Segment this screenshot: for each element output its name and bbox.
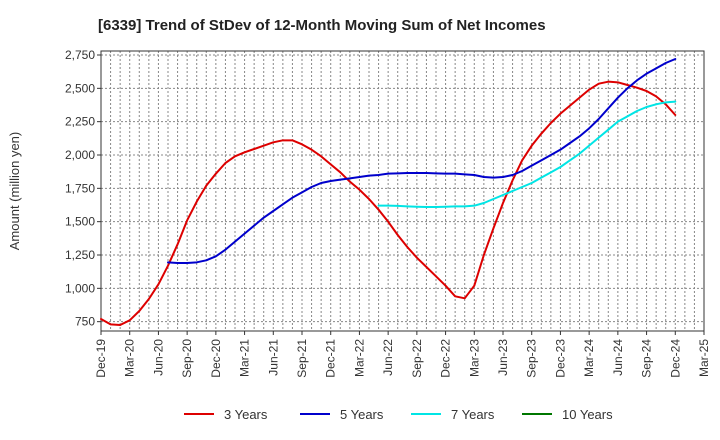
x-tick-label: Dec-24 bbox=[668, 339, 682, 378]
x-tick-label: Dec-21 bbox=[324, 339, 338, 378]
legend-label: 10 Years bbox=[562, 407, 613, 422]
x-tick-label: Jun-20 bbox=[151, 339, 165, 376]
y-tick-label: 750 bbox=[75, 315, 95, 329]
x-tick-label: Jun-23 bbox=[496, 339, 510, 376]
y-axis: 750 1,000 1,250 1,500 1,750 2,000 2,250 2,500 2,… bbox=[65, 48, 101, 329]
plot-area bbox=[101, 51, 704, 331]
x-tick-label: Mar-23 bbox=[467, 339, 481, 377]
x-tick-label: Jun-24 bbox=[611, 339, 625, 376]
x-tick-label: Jun-21 bbox=[266, 339, 280, 376]
y-tick-label: 2,750 bbox=[65, 48, 95, 62]
x-tick-label: Mar-22 bbox=[352, 339, 366, 377]
plot-frame bbox=[100, 50, 705, 332]
x-tick-label: Sep-20 bbox=[180, 339, 194, 378]
x-tick-label: Dec-20 bbox=[209, 339, 223, 378]
x-tick-label: Dec-23 bbox=[553, 339, 567, 378]
legend-label: 5 Years bbox=[340, 407, 384, 422]
x-tick-label: Sep-22 bbox=[410, 339, 424, 378]
x-axis: Dec-19 Mar-20 Jun-20 Sep-20 Dec-20 Mar-21 Jun-… bbox=[94, 331, 711, 378]
y-tick-label: 2,000 bbox=[65, 148, 95, 162]
y-tick-label: 2,250 bbox=[65, 115, 95, 129]
x-tick-label: Mar-25 bbox=[697, 339, 711, 377]
x-tick-label: Jun-22 bbox=[381, 339, 395, 376]
series-line-3-years bbox=[100, 80, 677, 326]
y-tick-label: 1,000 bbox=[65, 281, 95, 295]
series-line-5-years bbox=[167, 58, 677, 264]
grid bbox=[101, 51, 704, 331]
x-tick-label: Mar-21 bbox=[238, 339, 252, 377]
x-tick-label: Sep-23 bbox=[525, 339, 539, 378]
y-tick-label: 1,250 bbox=[65, 248, 95, 262]
legend-label: 7 Years bbox=[451, 407, 495, 422]
series-group bbox=[100, 58, 677, 326]
x-tick-label: Mar-20 bbox=[123, 339, 137, 377]
y-tick-label: 1,500 bbox=[65, 215, 95, 229]
series-line-7-years bbox=[377, 100, 677, 208]
legend-label: 3 Years bbox=[224, 407, 268, 422]
legend: 3 Years 5 Years 7 Years 10 Years bbox=[184, 407, 613, 422]
chart-title: [6339] Trend of StDev of 12-Month Moving… bbox=[98, 17, 546, 34]
x-tick-label: Dec-19 bbox=[94, 339, 108, 378]
x-tick-label: Sep-24 bbox=[640, 339, 654, 378]
x-tick-label: Sep-21 bbox=[295, 339, 309, 378]
y-axis-label: Amount (million yen) bbox=[7, 132, 22, 251]
x-tick-label: Dec-22 bbox=[439, 339, 453, 378]
x-tick-label: Mar-24 bbox=[582, 339, 596, 377]
y-tick-label: 1,750 bbox=[65, 181, 95, 195]
y-tick-label: 2,500 bbox=[65, 81, 95, 95]
